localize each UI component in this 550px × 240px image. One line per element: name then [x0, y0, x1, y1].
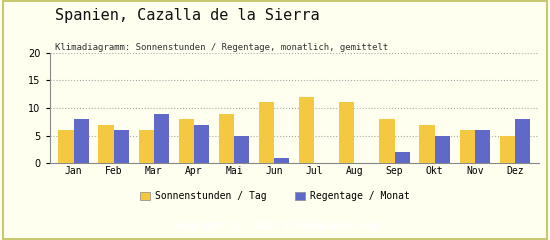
- Text: Copyright (C) 2024 urlaubplanen.org: Copyright (C) 2024 urlaubplanen.org: [172, 221, 378, 231]
- Bar: [515, 119, 530, 163]
- Bar: [259, 102, 274, 163]
- Bar: [154, 114, 169, 163]
- Bar: [394, 152, 410, 163]
- Text: Klimadiagramm: Sonnenstunden / Regentage, monatlich, gemittelt: Klimadiagramm: Sonnenstunden / Regentage…: [55, 43, 388, 52]
- Bar: [114, 130, 129, 163]
- Bar: [58, 130, 74, 163]
- Bar: [74, 119, 89, 163]
- Bar: [420, 125, 435, 163]
- Bar: [339, 102, 354, 163]
- Bar: [460, 130, 475, 163]
- Text: Spanien, Cazalla de la Sierra: Spanien, Cazalla de la Sierra: [55, 8, 320, 24]
- Bar: [475, 130, 490, 163]
- Bar: [219, 114, 234, 163]
- Bar: [434, 136, 450, 163]
- Legend: Sonnenstunden / Tag, Regentage / Monat: Sonnenstunden / Tag, Regentage / Monat: [136, 187, 414, 205]
- Bar: [179, 119, 194, 163]
- Bar: [500, 136, 515, 163]
- Bar: [299, 97, 314, 163]
- Bar: [139, 130, 154, 163]
- Bar: [274, 158, 289, 163]
- Bar: [234, 136, 249, 163]
- Bar: [379, 119, 394, 163]
- Bar: [194, 125, 209, 163]
- Bar: [98, 125, 114, 163]
